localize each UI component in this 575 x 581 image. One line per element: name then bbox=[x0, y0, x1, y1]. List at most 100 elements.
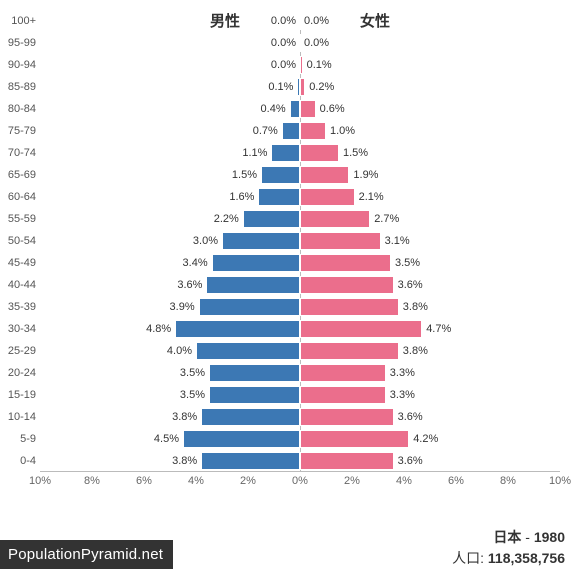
x-tick: 4% bbox=[396, 475, 412, 487]
male-half: 3.5% bbox=[40, 384, 300, 406]
pyramid-row: 85-890.1%0.2% bbox=[40, 76, 560, 98]
male-value-label: 1.1% bbox=[242, 142, 267, 164]
female-value-label: 3.6% bbox=[398, 274, 423, 296]
female-half: 3.8% bbox=[300, 340, 560, 362]
male-value-label: 3.5% bbox=[180, 384, 205, 406]
female-value-label: 4.7% bbox=[426, 318, 451, 340]
male-value-label: 0.0% bbox=[271, 54, 296, 76]
male-half: 1.1% bbox=[40, 142, 300, 164]
female-half: 3.3% bbox=[300, 362, 560, 384]
male-value-label: 0.7% bbox=[253, 120, 278, 142]
female-value-label: 4.2% bbox=[413, 428, 438, 450]
female-half: 3.6% bbox=[300, 406, 560, 428]
region-name: 日本 bbox=[493, 529, 521, 545]
female-value-label: 2.7% bbox=[374, 208, 399, 230]
female-value-label: 1.0% bbox=[330, 120, 355, 142]
female-bar bbox=[300, 232, 381, 250]
pyramid-row: 45-493.4%3.5% bbox=[40, 252, 560, 274]
age-label: 25-29 bbox=[2, 340, 36, 362]
age-label: 90-94 bbox=[2, 54, 36, 76]
male-half: 3.8% bbox=[40, 450, 300, 472]
male-half: 3.0% bbox=[40, 230, 300, 252]
age-label: 40-44 bbox=[2, 274, 36, 296]
male-value-label: 0.1% bbox=[268, 76, 293, 98]
female-half: 0.0% bbox=[300, 32, 560, 54]
age-label: 80-84 bbox=[2, 98, 36, 120]
male-bar bbox=[212, 254, 300, 272]
male-value-label: 4.8% bbox=[146, 318, 171, 340]
female-half: 4.7% bbox=[300, 318, 560, 340]
female-value-label: 0.0% bbox=[304, 10, 329, 32]
female-value-label: 1.9% bbox=[353, 164, 378, 186]
female-half: 2.1% bbox=[300, 186, 560, 208]
female-value-label: 1.5% bbox=[343, 142, 368, 164]
female-bar bbox=[300, 254, 391, 272]
female-bar bbox=[300, 100, 316, 118]
female-value-label: 3.8% bbox=[403, 340, 428, 362]
female-bar bbox=[300, 144, 339, 162]
male-half: 0.0% bbox=[40, 32, 300, 54]
pyramid-row: 90-940.0%0.1% bbox=[40, 54, 560, 76]
male-bar bbox=[261, 166, 300, 184]
x-axis: 10%8%6%4%2%0%2%4%6%8%10% bbox=[40, 471, 560, 494]
female-half: 3.8% bbox=[300, 296, 560, 318]
age-label: 60-64 bbox=[2, 186, 36, 208]
male-value-label: 4.5% bbox=[154, 428, 179, 450]
female-bar bbox=[300, 34, 302, 52]
male-bar bbox=[201, 452, 300, 470]
male-value-label: 3.6% bbox=[177, 274, 202, 296]
male-half: 0.0% bbox=[40, 54, 300, 76]
male-bar bbox=[183, 430, 300, 448]
male-value-label: 1.5% bbox=[232, 164, 257, 186]
female-half: 3.5% bbox=[300, 252, 560, 274]
male-bar bbox=[282, 122, 300, 140]
chart-area: 男性 女性 100+0.0%0.0%95-990.0%0.0%90-940.0%… bbox=[40, 10, 560, 494]
male-half: 0.7% bbox=[40, 120, 300, 142]
male-bar bbox=[258, 188, 300, 206]
pyramid-row: 75-790.7%1.0% bbox=[40, 120, 560, 142]
age-label: 50-54 bbox=[2, 230, 36, 252]
x-tick: 6% bbox=[448, 475, 464, 487]
female-half: 0.0% bbox=[300, 10, 560, 32]
female-bar bbox=[300, 298, 399, 316]
male-half: 1.5% bbox=[40, 164, 300, 186]
female-bar bbox=[300, 166, 349, 184]
attribution-badge: PopulationPyramid.net bbox=[0, 540, 173, 569]
male-value-label: 3.8% bbox=[172, 450, 197, 472]
male-bar bbox=[243, 210, 300, 228]
age-label: 85-89 bbox=[2, 76, 36, 98]
male-bar bbox=[222, 232, 300, 250]
female-value-label: 3.3% bbox=[390, 362, 415, 384]
male-value-label: 0.0% bbox=[271, 10, 296, 32]
female-value-label: 3.6% bbox=[398, 450, 423, 472]
pyramid-row: 10-143.8%3.6% bbox=[40, 406, 560, 428]
female-value-label: 3.3% bbox=[390, 384, 415, 406]
male-value-label: 2.2% bbox=[214, 208, 239, 230]
male-half: 3.6% bbox=[40, 274, 300, 296]
male-half: 4.0% bbox=[40, 340, 300, 362]
pyramid-rows: 100+0.0%0.0%95-990.0%0.0%90-940.0%0.1%85… bbox=[40, 10, 560, 472]
female-value-label: 0.0% bbox=[304, 32, 329, 54]
female-value-label: 0.2% bbox=[309, 76, 334, 98]
region-year-line: 日本 - 1980 bbox=[452, 527, 565, 548]
male-half: 1.6% bbox=[40, 186, 300, 208]
female-value-label: 3.5% bbox=[395, 252, 420, 274]
separator: - bbox=[521, 529, 533, 545]
age-label: 0-4 bbox=[2, 450, 36, 472]
population-value: 118,358,756 bbox=[488, 550, 565, 566]
population-label: 人口: bbox=[452, 550, 488, 566]
female-bar bbox=[300, 122, 326, 140]
age-label: 5-9 bbox=[2, 428, 36, 450]
male-half: 3.4% bbox=[40, 252, 300, 274]
female-half: 3.6% bbox=[300, 450, 560, 472]
male-value-label: 1.6% bbox=[229, 186, 254, 208]
female-bar bbox=[300, 210, 370, 228]
male-bar bbox=[196, 342, 300, 360]
female-value-label: 0.6% bbox=[320, 98, 345, 120]
male-half: 0.4% bbox=[40, 98, 300, 120]
female-half: 0.6% bbox=[300, 98, 560, 120]
population-line: 人口: 118,358,756 bbox=[452, 548, 565, 569]
age-label: 30-34 bbox=[2, 318, 36, 340]
age-label: 75-79 bbox=[2, 120, 36, 142]
male-half: 0.1% bbox=[40, 76, 300, 98]
